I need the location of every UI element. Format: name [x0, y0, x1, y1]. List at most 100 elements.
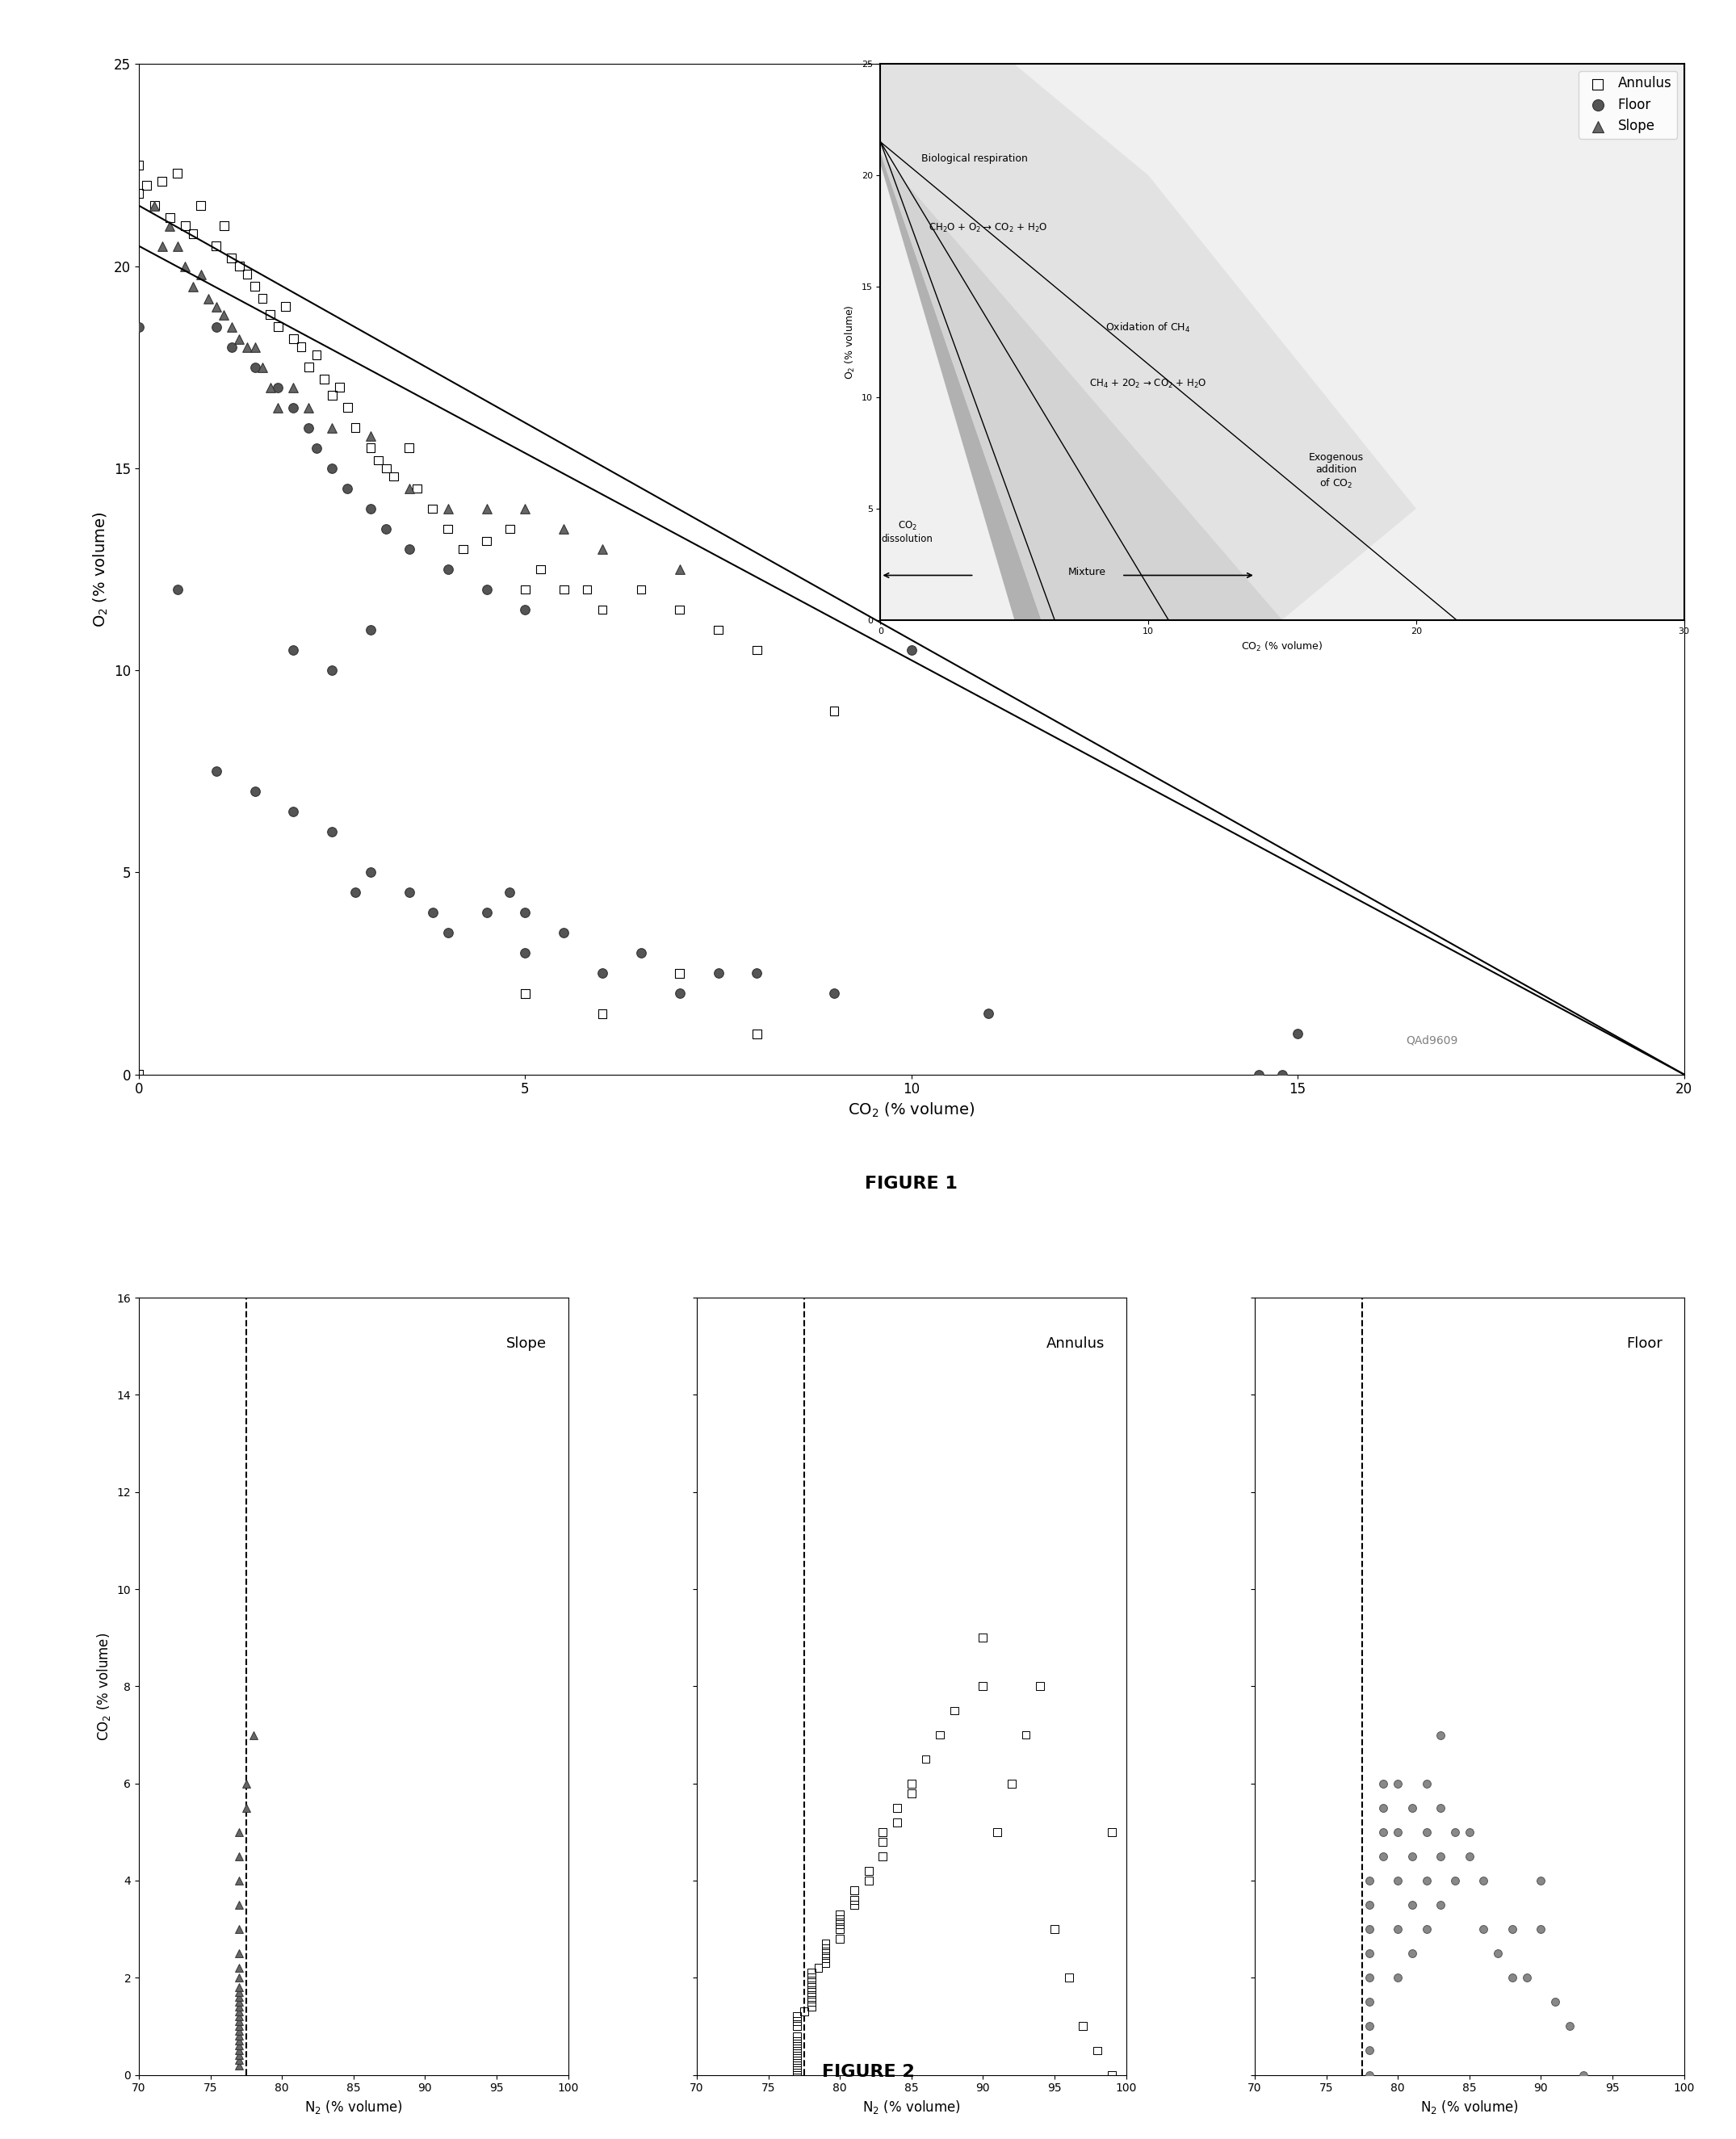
Point	[1370, 1790, 1397, 1825]
Annulus	[342, 411, 370, 445]
Annulus	[273, 289, 300, 323]
Point	[1470, 1863, 1498, 1897]
Slope	[194, 282, 222, 317]
Floor	[898, 633, 925, 667]
Annulus	[510, 975, 538, 1010]
Text: Slope: Slope	[507, 1337, 547, 1352]
Point	[226, 2023, 253, 2058]
Point	[226, 1981, 253, 2015]
Floor	[203, 310, 229, 344]
Point	[226, 2019, 253, 2053]
Point	[226, 1994, 253, 2028]
Floor	[358, 612, 385, 646]
Floor	[510, 593, 538, 627]
Point	[783, 2023, 811, 2058]
Annulus	[318, 379, 345, 413]
Floor	[418, 896, 446, 930]
Point	[226, 2047, 253, 2081]
Floor	[434, 915, 462, 950]
Point	[1484, 1936, 1512, 1970]
Annulus	[821, 693, 849, 727]
Floor	[976, 997, 1003, 1031]
Point	[226, 2004, 253, 2038]
Point	[1555, 2009, 1583, 2043]
Point	[870, 1840, 898, 1874]
Point	[1356, 1863, 1384, 1897]
Point	[1097, 1814, 1125, 1848]
Point	[911, 1741, 939, 1775]
Annulus	[898, 471, 925, 505]
Annulus	[573, 573, 601, 607]
Point	[226, 2009, 253, 2043]
Floor	[241, 774, 269, 809]
X-axis label: CO$_2$ (% volume): CO$_2$ (% volume)	[847, 1102, 976, 1119]
Slope	[163, 229, 191, 263]
Annulus	[302, 338, 330, 372]
Point	[1498, 1912, 1526, 1946]
Annulus	[311, 361, 339, 396]
Point	[854, 1855, 882, 1889]
Floor	[163, 573, 191, 607]
Point	[998, 1767, 1026, 1801]
Annulus	[627, 573, 654, 607]
Annulus	[450, 533, 477, 567]
Point	[870, 1814, 898, 1848]
Annulus	[179, 216, 207, 250]
Point	[1384, 1961, 1411, 1996]
Point	[1384, 1863, 1411, 1897]
X-axis label: N$_2$ (% volume): N$_2$ (% volume)	[304, 2098, 403, 2115]
Annulus	[365, 443, 392, 477]
Annulus	[286, 329, 314, 364]
Annulus	[550, 573, 578, 607]
Floor	[302, 430, 330, 464]
Annulus	[510, 573, 538, 607]
Annulus	[1285, 471, 1312, 505]
Point	[812, 1927, 840, 1961]
Point	[1542, 1985, 1569, 2019]
Annulus	[667, 593, 694, 627]
Annulus	[132, 169, 160, 203]
Point	[226, 2043, 253, 2077]
Point	[1413, 1767, 1441, 1801]
Slope	[279, 370, 307, 404]
Floor	[241, 351, 269, 385]
Slope	[295, 391, 323, 426]
Point	[1455, 1814, 1483, 1848]
Floor	[510, 896, 538, 930]
Point	[1356, 2034, 1384, 2068]
Point	[783, 2038, 811, 2073]
Annulus	[187, 188, 215, 222]
Point	[783, 2028, 811, 2062]
Point	[226, 1970, 253, 2004]
Annulus	[705, 612, 733, 646]
Point	[1441, 1863, 1469, 1897]
Point	[941, 1694, 969, 1728]
Floor	[705, 956, 733, 990]
Point	[840, 1874, 868, 1908]
Point	[226, 1863, 253, 1897]
Point	[826, 1897, 854, 1932]
Point	[783, 2034, 811, 2068]
Point	[1370, 1840, 1397, 1874]
Point	[1384, 1912, 1411, 1946]
Point	[226, 1951, 253, 1985]
Slope	[187, 257, 215, 291]
Point	[226, 2034, 253, 2068]
Annulus	[372, 451, 399, 486]
Annulus	[279, 321, 307, 355]
Annulus	[233, 257, 260, 291]
Slope	[203, 289, 229, 323]
Annulus	[217, 242, 245, 276]
Floor	[396, 875, 424, 909]
Floor	[295, 411, 323, 445]
Point	[826, 1902, 854, 1936]
Point	[790, 1994, 818, 2028]
Slope	[550, 511, 578, 545]
Point	[1498, 1961, 1526, 1996]
Point	[797, 1955, 825, 1989]
Floor	[472, 573, 500, 607]
Point	[783, 2004, 811, 2038]
Floor	[667, 975, 694, 1010]
Slope	[233, 329, 260, 364]
Point	[898, 1775, 925, 1810]
